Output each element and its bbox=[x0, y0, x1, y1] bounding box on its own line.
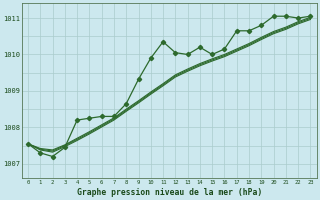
X-axis label: Graphe pression niveau de la mer (hPa): Graphe pression niveau de la mer (hPa) bbox=[76, 188, 262, 197]
